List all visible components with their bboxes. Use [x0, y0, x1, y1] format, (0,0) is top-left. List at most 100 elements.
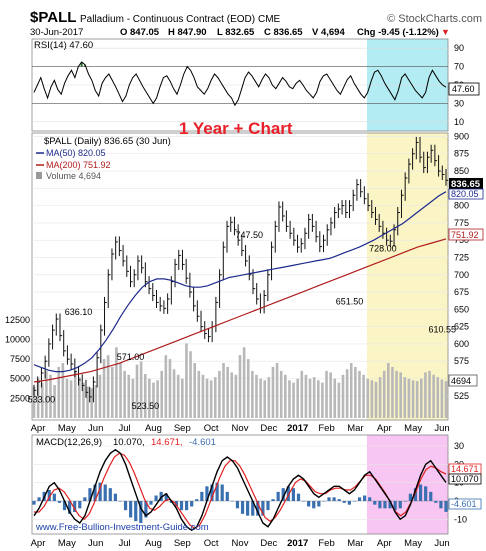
instrument-name: Palladium - Continuous Contract (EOD): [80, 14, 255, 25]
macd-histogram-bar: [332, 497, 336, 501]
volume-bar: [292, 382, 295, 418]
macd-histogram-bar: [271, 499, 275, 501]
volume-bar: [349, 363, 353, 418]
price-tick-label: 525: [454, 391, 469, 401]
macd-histogram-bar: [312, 501, 316, 509]
volume-bar: [197, 370, 201, 418]
price-annotation: 651.50: [336, 296, 364, 306]
histogram-tag-value: -4.601: [451, 499, 477, 509]
macd-histogram-bar: [78, 501, 82, 509]
macd-histogram-bar: [230, 501, 234, 502]
macd-histogram-bar: [266, 501, 270, 511]
macd-histogram-bar: [393, 501, 397, 511]
macd-histogram-bar: [134, 501, 138, 522]
ma200-tag: [448, 228, 484, 241]
macd-histogram-bar: [327, 497, 331, 501]
macd-histogram-bar: [357, 497, 362, 501]
volume-bar: [168, 359, 172, 418]
month-label: Oct: [204, 423, 219, 434]
volume-bar: [345, 369, 349, 418]
volume-bar: [415, 381, 419, 418]
volume-bar: [362, 374, 365, 418]
macd-histogram-bar: [352, 501, 357, 502]
volume-bar: [399, 372, 402, 418]
volume-bar: [61, 363, 65, 418]
volume-bar: [308, 378, 312, 418]
macd-histogram-bar: [62, 501, 67, 511]
macd-histogram-bar: [342, 501, 346, 503]
rsi-tick-label: 30: [454, 98, 464, 108]
macd-histogram-bar: [113, 493, 117, 501]
volume-bar: [251, 370, 254, 418]
rsi-panel: 9070503010 RSI(14) 47.60 47.60: [31, 38, 480, 132]
ma200-line: [33, 238, 447, 383]
price-annotation: 747.50: [236, 230, 264, 240]
macd-histogram-bar: [179, 501, 184, 511]
volume-tag: [448, 374, 478, 387]
macd-histogram-bar: [286, 486, 290, 501]
macd-highlight-band: [367, 435, 448, 534]
rsi-tick-label: 10: [454, 117, 464, 127]
month-label: Mar: [347, 538, 363, 549]
volume-bar: [189, 351, 192, 418]
macd-histogram-bar: [251, 501, 255, 516]
volume-bar: [387, 363, 390, 418]
volume-bar: [49, 374, 52, 418]
month-label: Feb: [318, 538, 334, 549]
macd-histogram-bar: [256, 501, 260, 516]
quote-date: 30-Jun-2017: [30, 27, 83, 38]
volume-bar: [139, 361, 143, 418]
volume-bar: [263, 380, 267, 418]
macd-histogram-bar: [418, 484, 423, 501]
volume-bar: [436, 377, 440, 418]
macd-line: [33, 448, 447, 532]
rsi-tick-label: 70: [454, 62, 464, 72]
volume-bar: [382, 370, 386, 418]
macd-tick-label: -10: [454, 514, 467, 524]
macd-histogram-bar: [83, 497, 87, 501]
macd-histogram-bar: [388, 501, 392, 509]
volume-bar: [176, 374, 180, 418]
ma50-legend: MA(50) 820.05: [46, 148, 106, 158]
macd-tick-label: 30: [454, 441, 464, 451]
macd-histogram-bar: [307, 501, 311, 507]
volume-bar: [193, 363, 196, 418]
macd-panel: 3020100-10 MACD(12,26,9) 10.070, 14.671,…: [31, 434, 482, 535]
price-frame: [31, 132, 449, 421]
macd-histogram-bar: [383, 501, 387, 509]
volume-bar: [98, 374, 102, 418]
price-annotation: 533.00: [28, 394, 56, 404]
macd-histogram-bar: [174, 501, 179, 507]
signal-line: [34, 452, 447, 530]
price-tick-label: 650: [454, 304, 469, 314]
price-annotation: 610.55: [429, 325, 457, 335]
volume-bar: [53, 385, 56, 418]
macd-histogram-bar: [434, 501, 438, 503]
month-label: Apr: [31, 538, 46, 549]
volume-bar: [255, 374, 258, 418]
month-label: Oct: [204, 538, 219, 549]
volume-bar: [321, 382, 324, 418]
volume-bar: [337, 382, 341, 418]
macd-histogram-bar: [154, 495, 158, 501]
macd-histogram-bar: [144, 501, 148, 518]
volume-bar: [127, 374, 131, 418]
quote-close: C 836.65: [264, 27, 303, 38]
volume-bar: [354, 366, 357, 418]
macd-histogram-bar: [291, 488, 296, 501]
price-tick-label: 850: [454, 166, 469, 176]
macd-histogram-bar: [261, 501, 265, 516]
volume-bar: [234, 374, 238, 418]
volume-bar: [238, 355, 242, 418]
rsi-line: [33, 61, 447, 107]
price-tick-label: 725: [454, 252, 469, 262]
macd-histogram-bar: [235, 501, 240, 509]
macd-histogram-bar: [220, 484, 224, 501]
macd-histogram-bar: [408, 493, 412, 501]
volume-bar: [148, 378, 151, 418]
volume-bar: [65, 378, 69, 418]
volume-bar: [284, 374, 287, 418]
volume-bar: [209, 380, 213, 418]
volume-bar: [78, 377, 81, 418]
volume-bar: [90, 388, 93, 418]
